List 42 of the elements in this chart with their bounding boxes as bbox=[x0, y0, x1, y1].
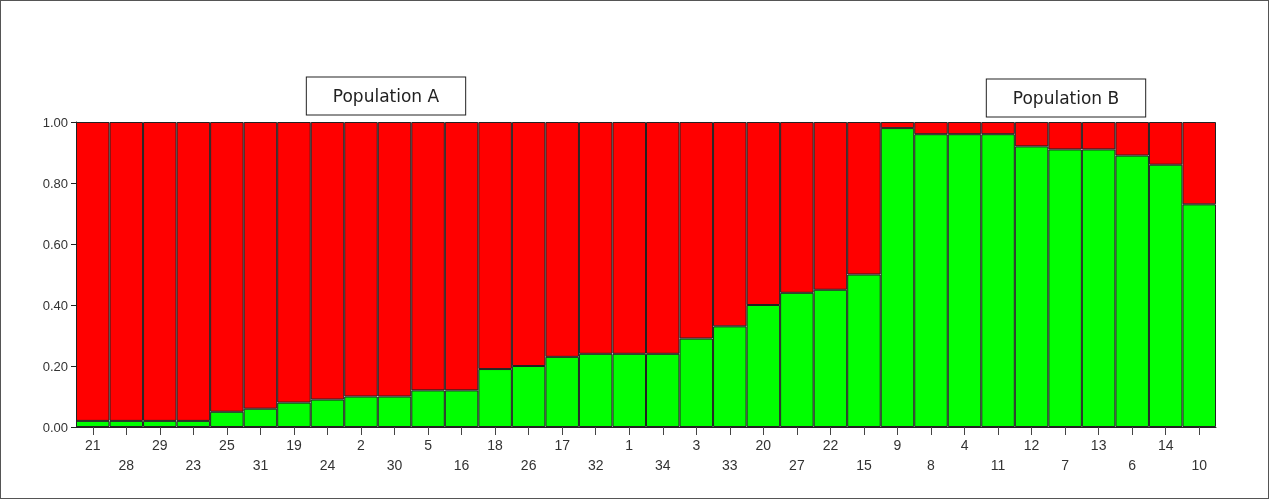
x-tick-label: 4 bbox=[960, 437, 969, 453]
x-tick-label: 25 bbox=[219, 437, 235, 453]
x-tick-label: 17 bbox=[554, 437, 571, 453]
x-tick-label: 13 bbox=[1090, 437, 1107, 453]
x-tick-label: 34 bbox=[654, 457, 671, 473]
text: Population A bbox=[332, 86, 440, 106]
x-tick-label: 30 bbox=[386, 457, 403, 473]
x-tick-label: 1 bbox=[625, 437, 634, 453]
x-tick-label: 10 bbox=[1191, 457, 1208, 473]
y-tick-label: 0.20 bbox=[42, 358, 68, 374]
x-tick-label: 33 bbox=[722, 457, 738, 473]
y-tick-label: 0.60 bbox=[42, 236, 68, 252]
x-tick-label: 3 bbox=[692, 437, 701, 453]
x-tick-label: 23 bbox=[185, 457, 202, 473]
x-tick-label: 2 bbox=[357, 437, 366, 453]
x-tick-label: 21 bbox=[84, 437, 101, 453]
x-tick-label: 29 bbox=[152, 437, 168, 453]
x-tick-label: 8 bbox=[927, 457, 936, 473]
x-tick-label: 22 bbox=[822, 437, 839, 453]
y-tick-label: 0.80 bbox=[42, 175, 68, 191]
x-tick-label: 7 bbox=[1061, 457, 1070, 473]
x-tick-label: 6 bbox=[1128, 457, 1137, 473]
x-tick-label: 24 bbox=[319, 457, 336, 473]
x-tick-label: 9 bbox=[893, 437, 902, 453]
text: Population B bbox=[1012, 88, 1120, 108]
x-tick-label: 12 bbox=[1023, 437, 1040, 453]
x-tick-label: 11 bbox=[990, 457, 1006, 473]
x-tick-label: 16 bbox=[453, 457, 470, 473]
x-tick-label: 26 bbox=[520, 457, 537, 473]
x-tick-label: 32 bbox=[587, 457, 604, 473]
x-tick-label: 15 bbox=[856, 457, 872, 473]
x-tick-label: 27 bbox=[789, 457, 805, 473]
x-tick-label: 18 bbox=[487, 437, 504, 453]
y-tick-label: 0.00 bbox=[42, 419, 68, 435]
x-tick-label: 31 bbox=[252, 457, 269, 473]
y-tick-label: 0.40 bbox=[42, 297, 68, 313]
x-tick-label: 20 bbox=[755, 437, 772, 453]
x-tick-label: 14 bbox=[1157, 437, 1174, 453]
x-tick-label: 28 bbox=[118, 457, 135, 473]
x-tick-label: 19 bbox=[286, 437, 302, 453]
y-tick-label: 1.00 bbox=[42, 114, 68, 130]
x-tick-label: 5 bbox=[424, 437, 433, 453]
